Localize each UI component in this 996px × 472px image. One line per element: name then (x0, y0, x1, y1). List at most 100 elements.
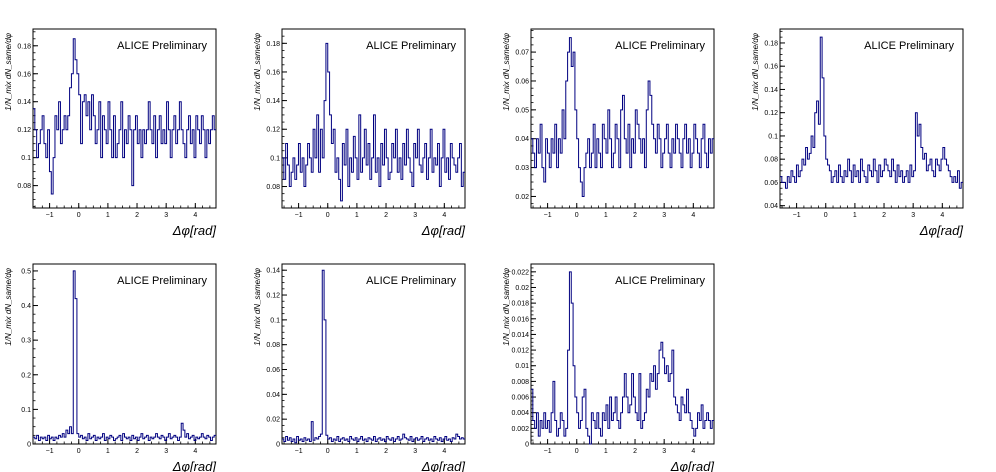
plot-frame (281, 263, 466, 445)
plot-frame (32, 263, 217, 445)
x-tick-label: −1 (46, 448, 54, 455)
panel-2: −1 0 1 2 3 4 0.08 0.1 0.12 0.14 0.16 0.18 ALICE Prel… (253, 28, 466, 238)
y-axis-label: 1/N_mix dN_same/dφ (502, 33, 511, 111)
plot-frame (779, 28, 964, 209)
y-tick-label: 0.14 (266, 268, 280, 275)
series-1-histogram (531, 37, 714, 197)
x-tick-label: −1 (295, 448, 303, 455)
y-tick-label: 0.05 (515, 107, 529, 114)
x-tick-label: 0 (575, 212, 579, 219)
y-tick-label: 0.1 (768, 133, 778, 140)
x-tick-label: 1 (355, 212, 359, 219)
y-tick-label: 0.004 (511, 410, 529, 417)
x-tick-label: −1 (793, 212, 801, 219)
y-tick-label: 0.08 (266, 184, 280, 191)
x-tick-label: 1 (106, 448, 110, 455)
x-tick-label: 2 (135, 212, 139, 219)
x-axis-label: Δφ[rad] (421, 459, 466, 472)
panel-7: −1 0 1 2 3 4 0 0.002 0.004 0.006 0.008 0.01 0.012 0.0… (502, 263, 715, 472)
x-tick-label: 2 (633, 448, 637, 455)
x-tick-label: 1 (604, 448, 608, 455)
panel-4: −1 0 1 2 3 4 0.04 0.06 0.08 0.1 0.12 0.14 0.16 0.18 AL… (751, 28, 964, 238)
y-axis-label: 1/N_mix dN_same/dφ (253, 33, 262, 111)
y-tick-label: 0.006 (511, 395, 529, 402)
y-tick-label: 0.02 (266, 417, 280, 424)
x-tick-label: 3 (662, 448, 666, 455)
panel-5: −1 0 1 2 3 4 0 0.1 0.2 0.3 0.4 0.5 ALICE Preliminary… (4, 263, 217, 472)
x-tick-label: −1 (544, 212, 552, 219)
x-tick-label: 0 (824, 212, 828, 219)
y-tick-label: 0.12 (266, 127, 280, 134)
panel-6: −1 0 1 2 3 4 0 0.02 0.04 0.06 0.08 0.1 0.12 0.14 ALICE… (253, 263, 466, 472)
x-tick-label: −1 (544, 448, 552, 455)
annotation-alice-preliminary: ALICE Preliminary (615, 40, 705, 52)
plot-frame (530, 28, 715, 209)
x-tick-label: 4 (193, 212, 197, 219)
y-tick-label: 0.5 (21, 268, 31, 275)
y-tick-label: 0.06 (266, 367, 280, 374)
y-axis-label: 1/N_mix dN_same/dφ (4, 33, 13, 111)
annotation-alice-preliminary: ALICE Preliminary (366, 275, 456, 287)
y-tick-label: 0.4 (21, 303, 31, 310)
y-tick-label: 0.12 (17, 127, 31, 134)
x-axis-label: Δφ[rad] (421, 223, 466, 238)
y-tick-label: 0.014 (511, 332, 529, 339)
y-tick-label: 0.2 (21, 372, 31, 379)
y-tick-label: 0.018 (511, 301, 529, 308)
x-tick-label: 3 (911, 212, 915, 219)
x-axis-label: Δφ[rad] (919, 223, 964, 238)
y-tick-label: 0.16 (17, 71, 31, 78)
y-tick-label: 0.18 (764, 40, 778, 47)
y-tick-label: 0.06 (764, 180, 778, 187)
y-tick-label: 0.01 (515, 363, 529, 370)
y-axis-label: 1/N_mix dN_same/dφ (4, 268, 13, 346)
y-tick-label: 0.08 (764, 157, 778, 164)
x-tick-label: −1 (295, 212, 303, 219)
y-tick-label: 0.016 (511, 316, 529, 323)
series-1-histogram (33, 270, 216, 442)
annotation-alice-preliminary: ALICE Preliminary (117, 40, 207, 52)
x-tick-label: 4 (691, 212, 695, 219)
plot-frame (32, 28, 217, 209)
series-1-histogram (282, 42, 465, 202)
x-tick-label: 4 (442, 448, 446, 455)
x-tick-label: 2 (135, 448, 139, 455)
x-tick-label: 4 (442, 212, 446, 219)
y-tick-label: 0 (276, 442, 280, 449)
annotation-alice-preliminary: ALICE Preliminary (615, 275, 705, 287)
y-tick-label: 0.1 (21, 155, 31, 162)
y-tick-label: 0.012 (511, 348, 529, 355)
y-tick-label: 0.14 (764, 87, 778, 94)
x-tick-label: 3 (164, 212, 168, 219)
y-tick-label: 0.02 (515, 285, 529, 292)
x-tick-label: 1 (106, 212, 110, 219)
x-tick-label: 3 (413, 448, 417, 455)
x-axis-label: Δφ[rad] (172, 223, 217, 238)
y-tick-label: 0.1 (21, 407, 31, 414)
y-tick-label: 0.12 (764, 110, 778, 117)
y-tick-label: 0 (525, 442, 529, 449)
y-tick-label: 0.16 (764, 64, 778, 71)
panel-1: −1 0 1 2 3 4 0.08 0.1 0.12 0.14 0.16 0.18 ALICE Prel… (4, 28, 217, 238)
y-tick-label: 0.16 (266, 69, 280, 76)
y-tick-label: 0.14 (266, 98, 280, 105)
x-tick-label: 3 (413, 212, 417, 219)
y-tick-label: 0.14 (17, 99, 31, 106)
y-tick-label: 0.08 (17, 183, 31, 190)
y-axis-label: 1/N_mix dN_same/dφ (751, 33, 760, 111)
annotation-alice-preliminary: ALICE Preliminary (117, 275, 207, 287)
y-tick-label: 0 (27, 442, 31, 449)
y-tick-label: 0.06 (515, 78, 529, 85)
y-axis-label: 1/N_mix dN_same/dφ (253, 268, 262, 346)
y-tick-label: 0.002 (511, 426, 529, 433)
x-axis-label: Δφ[rad] (172, 459, 217, 472)
y-tick-label: 0.02 (515, 194, 529, 201)
x-tick-label: 1 (604, 212, 608, 219)
y-tick-label: 0.1 (270, 317, 280, 324)
x-tick-label: 0 (575, 448, 579, 455)
x-tick-label: 1 (853, 212, 857, 219)
x-tick-label: 0 (326, 448, 330, 455)
y-tick-label: 0.04 (764, 203, 778, 210)
x-axis-label: Δφ[rad] (670, 459, 715, 472)
